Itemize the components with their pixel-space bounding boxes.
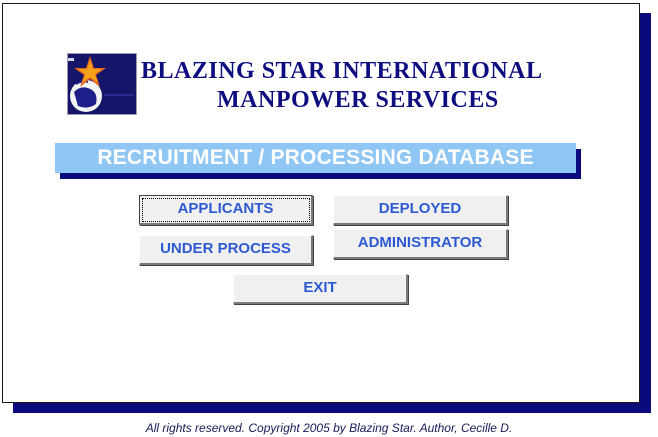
company-name-line2: MANPOWER SERVICES [217, 87, 499, 113]
applicants-button[interactable]: APPLICANTS [139, 195, 313, 225]
company-logo-icon [67, 53, 137, 115]
under-process-button[interactable]: UNDER PROCESS [139, 235, 313, 265]
exit-button[interactable]: EXIT [233, 274, 408, 304]
company-name-line1: BLAZING STAR INTERNATIONAL [141, 58, 543, 84]
copyright-footer: All rights reserved. Copyright 2005 by B… [145, 421, 513, 435]
administrator-button[interactable]: ADMINISTRATOR [333, 229, 508, 259]
deployed-button[interactable]: DEPLOYED [333, 195, 508, 225]
database-title-banner: RECRUITMENT / PROCESSING DATABASE [55, 143, 576, 173]
